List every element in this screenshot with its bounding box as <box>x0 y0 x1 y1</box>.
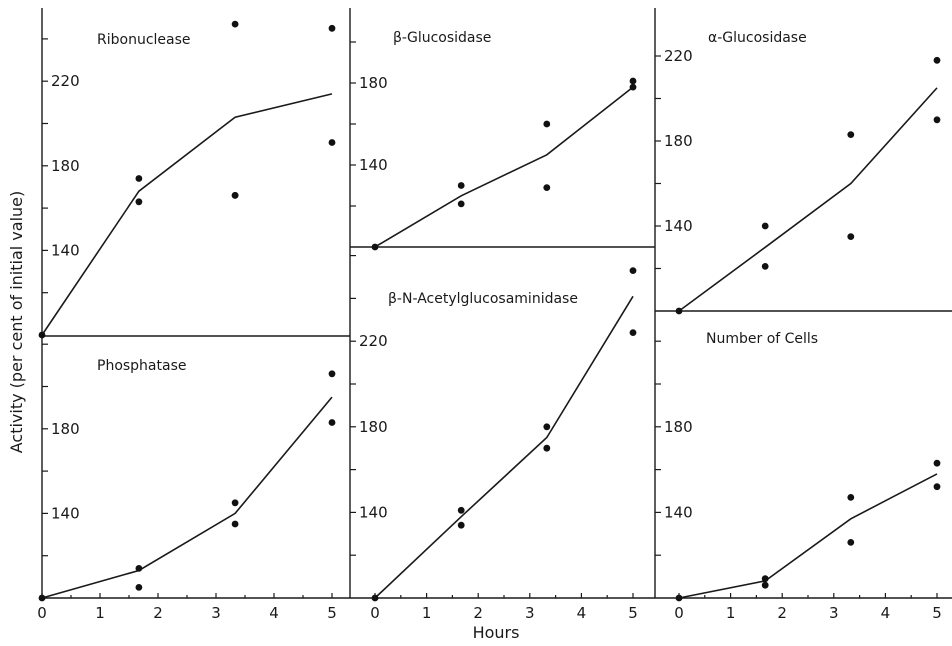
y-tick-label: 180 <box>359 74 388 92</box>
trend-line <box>374 295 634 599</box>
x-tick-label: 3 <box>211 604 221 622</box>
x-tick-label: 4 <box>577 604 587 622</box>
data-point <box>231 20 239 28</box>
x-tick-label: 5 <box>628 604 638 622</box>
data-point <box>328 370 336 378</box>
y-tick-label: 180 <box>664 418 693 436</box>
x-tick-label: 2 <box>777 604 787 622</box>
data-point <box>371 243 379 251</box>
data-point <box>38 331 46 339</box>
y-tick-label: 180 <box>359 418 388 436</box>
data-point <box>761 581 769 589</box>
y-tick-label: 140 <box>51 504 80 522</box>
y-tick-label: 140 <box>664 503 693 521</box>
data-point <box>457 200 465 208</box>
data-point <box>457 521 465 529</box>
y-tick-label: 180 <box>664 132 693 150</box>
y-axis-title: Activity (per cent of initial value) <box>7 191 26 454</box>
y-tick-label: 140 <box>359 503 388 521</box>
data-point <box>231 520 239 528</box>
data-point <box>933 459 941 467</box>
x-tick-label: 0 <box>37 604 47 622</box>
x-tick-label: 5 <box>327 604 337 622</box>
data-point <box>543 444 551 452</box>
x-tick-label: 3 <box>525 604 535 622</box>
panel-title: Number of Cells <box>706 331 818 347</box>
data-point <box>675 307 683 315</box>
panel-title: β-Glucosidase <box>393 30 491 46</box>
x-tick-label: 2 <box>153 604 163 622</box>
data-point <box>629 83 637 91</box>
data-point <box>328 419 336 426</box>
trend-line <box>374 86 634 248</box>
panel-beta-n-acetylglucosaminidase: β-N-Acetylglucosaminidase 140 180 220 <box>350 255 637 602</box>
x-tick-label: 1 <box>95 604 105 622</box>
data-point <box>328 24 336 32</box>
y-tick-label: 140 <box>359 156 388 174</box>
y-tick-label: 220 <box>359 332 388 350</box>
y-tick-label: 180 <box>51 420 80 438</box>
x-tick-label: 0 <box>370 604 380 622</box>
data-point <box>933 56 941 64</box>
x-tick-label: 2 <box>473 604 483 622</box>
data-point <box>933 116 941 124</box>
data-point <box>761 222 769 230</box>
x-tick-label: 5 <box>932 604 942 622</box>
data-point <box>457 182 465 189</box>
data-point <box>457 506 465 514</box>
panel-title: Phosphatase <box>97 358 187 374</box>
data-point <box>543 120 551 128</box>
trend-line <box>678 87 938 312</box>
data-point <box>543 184 551 192</box>
x-tick-label: 1 <box>726 604 736 622</box>
data-point <box>231 499 239 507</box>
panel-alpha-glucosidase: α-Glucosidase 140 180 220 <box>655 30 941 315</box>
data-point <box>328 139 336 146</box>
panels: Ribonuclease140180220Phosphatase140180β-… <box>38 20 941 602</box>
data-point <box>629 267 637 274</box>
panel-ribonuclease: Ribonuclease 140 180 220 <box>38 20 336 339</box>
x-tick-label: 3 <box>829 604 839 622</box>
data-point <box>847 539 855 546</box>
trend-line <box>41 396 333 599</box>
x-tick-label: 4 <box>269 604 279 622</box>
data-point <box>135 584 143 591</box>
panel-title: α-Glucosidase <box>708 30 807 46</box>
data-point <box>629 329 637 336</box>
x-axes: 0 1 2 3 4 5 0 1 2 3 4 5 0 1 2 3 4 5 <box>37 593 942 622</box>
x-tick-label: 1 <box>422 604 432 622</box>
y-tick-label: 220 <box>51 72 80 90</box>
data-point <box>135 565 143 572</box>
panel-title: Ribonuclease <box>97 32 191 48</box>
data-point <box>761 575 769 583</box>
data-point <box>629 77 637 85</box>
panel-title: β-N-Acetylglucosaminidase <box>388 291 578 307</box>
data-point <box>847 233 855 241</box>
panel-number-of-cells: Number of Cells 140 180 <box>655 331 941 602</box>
data-point <box>543 423 551 431</box>
trend-line <box>678 473 938 599</box>
panel-phosphatase: Phosphatase 140 180 <box>38 343 336 602</box>
y-tick-label: 140 <box>664 217 693 235</box>
y-tick-label: 140 <box>51 241 80 259</box>
x-tick-label: 0 <box>674 604 684 622</box>
x-axis-title: Hours <box>473 623 520 642</box>
data-point <box>231 192 239 199</box>
trend-line <box>41 93 333 336</box>
y-tick-label: 220 <box>664 47 693 65</box>
data-point <box>135 175 143 182</box>
data-point <box>135 198 143 206</box>
x-tick-label: 4 <box>881 604 891 622</box>
data-point <box>933 483 941 491</box>
y-tick-label: 180 <box>51 157 80 175</box>
data-point <box>847 131 855 139</box>
panel-beta-glucosidase: β-Glucosidase 140 180 <box>350 30 637 251</box>
panel-frame <box>41 8 952 599</box>
data-point <box>847 494 855 501</box>
data-point <box>761 263 769 270</box>
